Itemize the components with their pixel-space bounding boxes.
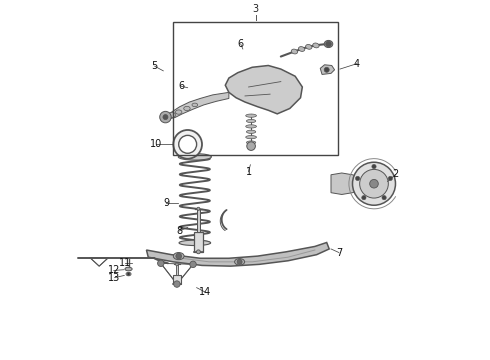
Circle shape	[158, 260, 164, 266]
Circle shape	[388, 176, 392, 181]
Ellipse shape	[235, 258, 245, 265]
Ellipse shape	[246, 130, 256, 134]
Polygon shape	[197, 209, 200, 233]
Circle shape	[355, 176, 360, 181]
Ellipse shape	[178, 154, 211, 160]
Circle shape	[190, 261, 196, 267]
Polygon shape	[147, 243, 329, 266]
Text: 5: 5	[151, 61, 158, 71]
Circle shape	[382, 195, 386, 200]
Ellipse shape	[173, 252, 184, 260]
Circle shape	[369, 179, 378, 188]
Text: 2: 2	[392, 170, 399, 179]
Text: 4: 4	[354, 59, 360, 69]
Ellipse shape	[298, 46, 305, 51]
Polygon shape	[175, 264, 178, 275]
Ellipse shape	[306, 44, 312, 49]
Text: 3: 3	[253, 4, 259, 14]
Ellipse shape	[179, 240, 211, 246]
Ellipse shape	[245, 125, 256, 128]
Ellipse shape	[184, 106, 190, 111]
Bar	[173, 22, 338, 155]
Polygon shape	[194, 233, 203, 252]
Text: 1: 1	[245, 167, 252, 176]
Polygon shape	[225, 66, 302, 114]
Polygon shape	[320, 65, 335, 75]
Text: 11: 11	[119, 257, 131, 267]
Circle shape	[163, 114, 168, 120]
Circle shape	[196, 250, 200, 254]
Circle shape	[127, 273, 130, 275]
Text: 13: 13	[108, 273, 121, 283]
Circle shape	[175, 282, 179, 286]
Text: 7: 7	[336, 248, 342, 257]
Circle shape	[176, 253, 182, 259]
Ellipse shape	[245, 114, 256, 117]
Ellipse shape	[168, 112, 176, 117]
Circle shape	[237, 259, 242, 264]
Text: 10: 10	[150, 139, 162, 149]
Circle shape	[173, 130, 202, 159]
Ellipse shape	[246, 141, 256, 144]
Ellipse shape	[246, 120, 256, 123]
Ellipse shape	[192, 103, 197, 107]
Ellipse shape	[175, 110, 182, 114]
Circle shape	[197, 207, 200, 210]
Ellipse shape	[291, 49, 297, 54]
Ellipse shape	[126, 272, 131, 276]
Ellipse shape	[324, 40, 333, 48]
Circle shape	[175, 263, 178, 266]
Circle shape	[160, 111, 171, 123]
Text: 9: 9	[163, 198, 169, 208]
Text: 6: 6	[178, 81, 184, 91]
Text: 12: 12	[108, 265, 120, 275]
Circle shape	[324, 67, 329, 72]
Ellipse shape	[125, 267, 132, 271]
Polygon shape	[173, 275, 181, 284]
Circle shape	[326, 41, 331, 47]
Text: 14: 14	[199, 287, 211, 297]
Text: 6: 6	[238, 39, 244, 49]
Polygon shape	[168, 93, 229, 118]
Circle shape	[173, 281, 180, 287]
Circle shape	[372, 165, 376, 169]
Circle shape	[362, 195, 366, 200]
Text: 8: 8	[176, 226, 182, 236]
Ellipse shape	[245, 135, 256, 139]
Circle shape	[247, 142, 255, 150]
Ellipse shape	[313, 43, 319, 48]
Circle shape	[360, 170, 389, 198]
Circle shape	[179, 135, 196, 153]
Polygon shape	[331, 173, 367, 194]
Circle shape	[352, 162, 395, 205]
